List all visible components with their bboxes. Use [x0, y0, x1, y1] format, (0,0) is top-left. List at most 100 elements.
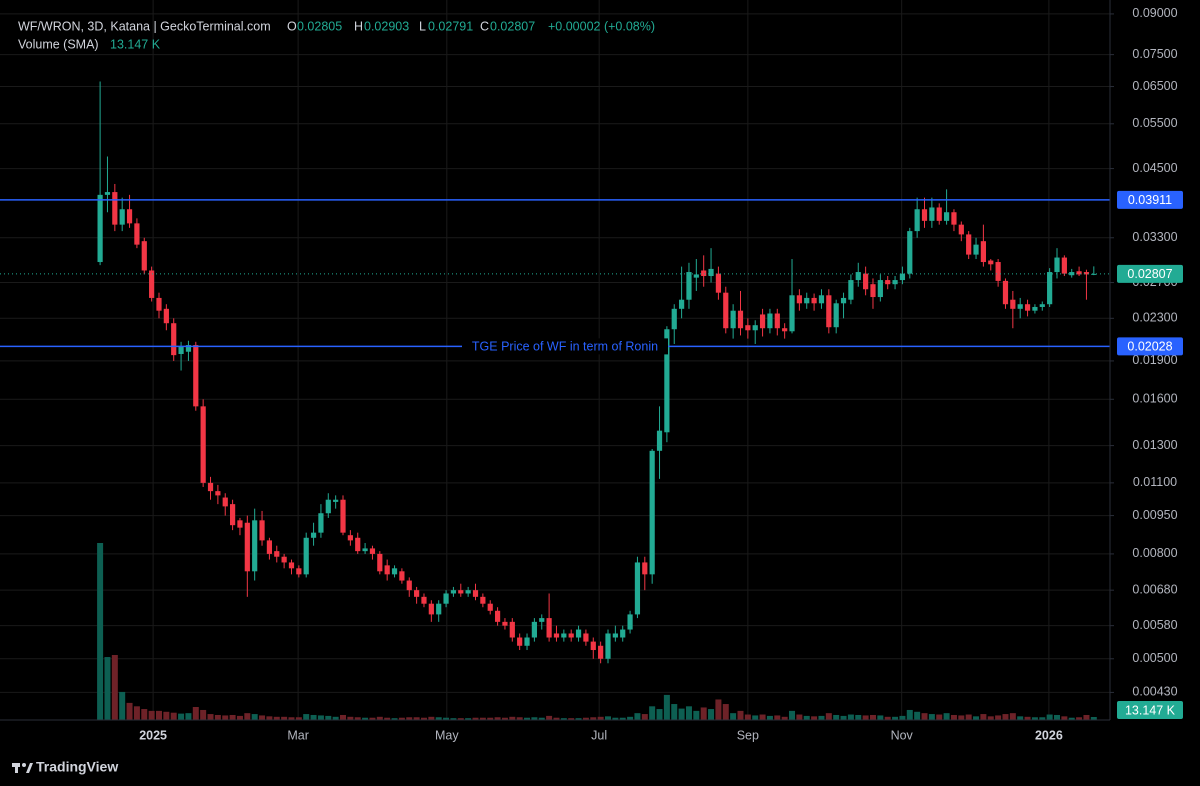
candle-body [605, 633, 611, 659]
volume-bar [877, 715, 884, 720]
volume-bar [207, 714, 214, 720]
candle-body [1032, 306, 1038, 311]
volume-bar [119, 691, 126, 720]
candle-body [377, 553, 383, 572]
volume-bar [524, 717, 531, 720]
volume-bar [273, 716, 280, 720]
candle-body [1024, 304, 1031, 311]
volume-bar [892, 716, 899, 720]
candle-body [421, 596, 427, 604]
volume-bar [590, 717, 597, 720]
y-tick-label: 0.00580 [1132, 618, 1177, 632]
candle-body [119, 209, 125, 225]
volume-bar [1009, 713, 1016, 720]
volume-bar [825, 713, 832, 720]
candle-body [627, 614, 633, 630]
candle-body [759, 314, 766, 329]
candle-body [1091, 273, 1097, 275]
volume-bar [582, 717, 589, 720]
volume-bar [126, 702, 133, 720]
x-tick-label: 2025 [139, 728, 167, 742]
volume-bar [266, 716, 273, 720]
candle-body [384, 565, 390, 575]
volume-bar [546, 715, 553, 720]
volume-bar [391, 718, 398, 720]
candle-body [362, 548, 368, 552]
candle-body [274, 551, 280, 557]
candle-body [134, 223, 140, 245]
candle-body [811, 297, 817, 304]
volume-bar [1061, 716, 1068, 720]
candle-body [325, 499, 331, 514]
candle-body [774, 313, 780, 329]
candle-body [1054, 257, 1060, 273]
candle-body [494, 610, 501, 622]
candle-body [487, 603, 493, 611]
volume-bar [141, 709, 148, 720]
volume-bar [833, 714, 840, 720]
volume-bar [376, 716, 383, 720]
candle-body [693, 274, 699, 278]
candle-body [730, 310, 736, 329]
volume-bar [244, 713, 251, 720]
candle-body [737, 310, 744, 329]
candle-body [229, 504, 236, 526]
candle-body [156, 297, 162, 311]
candle-body [943, 212, 950, 221]
volume-bar [420, 717, 427, 720]
volume-bar [214, 714, 221, 720]
volume-bar [855, 714, 862, 720]
candle-body [443, 593, 449, 604]
volume-bar [995, 715, 1002, 720]
candle-body [185, 345, 192, 352]
volume-bar [229, 714, 236, 720]
volume-bar [803, 715, 810, 720]
y-tick-label: 0.00430 [1132, 685, 1177, 699]
volume-bar [340, 714, 347, 720]
volume-bar [781, 716, 788, 720]
candle-body [428, 603, 434, 615]
volume-bar [766, 715, 773, 720]
candle-body [877, 280, 883, 298]
volume-bar [516, 717, 523, 720]
volume-bar [347, 716, 354, 720]
candle-body [163, 308, 169, 324]
volume-bar [700, 707, 707, 720]
candle-body [1047, 272, 1053, 305]
logo [12, 763, 33, 773]
volume-bar [354, 717, 361, 720]
y-tick-label: 0.00800 [1132, 546, 1177, 560]
candle-body [892, 280, 898, 285]
candle-body [296, 568, 302, 575]
candle-body [318, 513, 324, 533]
volume-bar [1031, 717, 1038, 720]
volume-bar [560, 718, 567, 720]
volume-bar [649, 706, 656, 720]
volume-bar [531, 717, 538, 720]
volume-bar [236, 715, 243, 720]
y-tick-label: 0.00950 [1132, 508, 1177, 522]
volume-bar [597, 716, 604, 720]
volume-bar [398, 717, 405, 720]
candle-body [612, 633, 618, 638]
ohlc-letter: H [354, 19, 363, 33]
volume-bar [303, 714, 310, 720]
volume-bar [163, 711, 170, 720]
volume-bar [317, 715, 324, 720]
volume-bar [950, 714, 957, 720]
candle-body [782, 328, 788, 332]
volume-bar [111, 654, 118, 720]
volume-bar [641, 714, 648, 720]
volume-bar [406, 717, 413, 720]
volume-bar [295, 717, 302, 720]
candle-body [149, 270, 155, 298]
candle-body [141, 241, 147, 271]
candle-body [1076, 271, 1082, 275]
volume-bar [200, 709, 207, 720]
volume-bar [575, 718, 582, 720]
candle-body [899, 273, 906, 281]
y-tick-label: 0.02300 [1132, 311, 1177, 325]
candle-body [686, 272, 692, 300]
candle-body [745, 325, 751, 331]
